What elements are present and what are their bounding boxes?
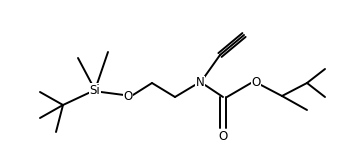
Text: O: O	[251, 76, 261, 90]
Text: O: O	[124, 90, 133, 103]
Text: O: O	[218, 129, 228, 142]
Text: N: N	[196, 76, 204, 90]
Text: Si: Si	[90, 83, 101, 97]
